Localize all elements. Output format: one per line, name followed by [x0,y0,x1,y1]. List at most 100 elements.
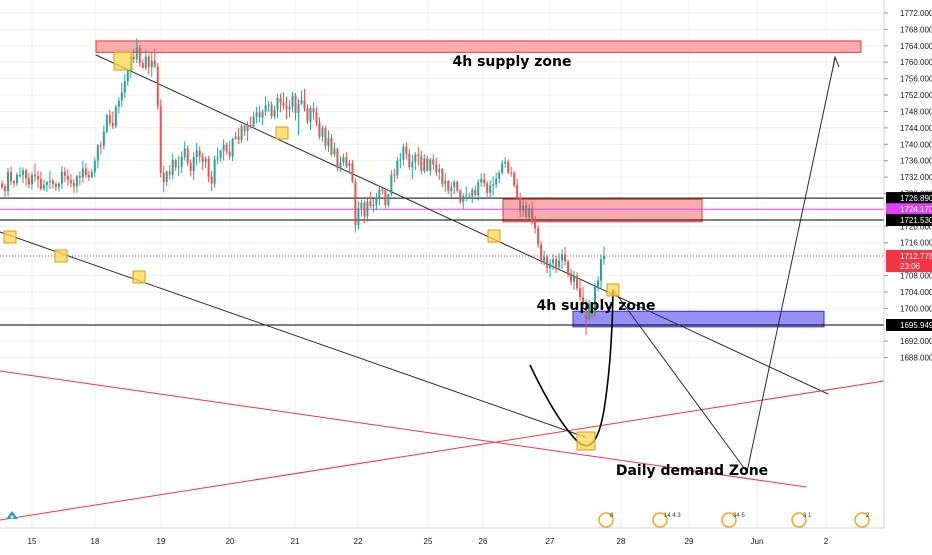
candle-body [225,144,228,152]
candle [189,159,192,177]
candle-body [93,160,96,173]
candle-body [372,204,375,206]
candle-body [99,145,102,147]
candle-body [324,127,327,146]
candle [591,303,594,320]
candle-body [531,208,534,221]
candle [105,113,108,134]
price-tag: 1712.778 [886,249,932,262]
candle-body [9,172,12,182]
candle [480,173,483,187]
candle-body [468,195,471,197]
candle-body [159,106,162,173]
candle-body [465,195,468,197]
candle [321,125,324,142]
candle [195,143,198,166]
candle-body [141,63,144,68]
candle-body [492,184,495,186]
candle-body [1,183,3,187]
candle [219,149,222,163]
candle [402,143,405,166]
candle-body [435,164,438,173]
candle-body [456,182,459,191]
candle-body [45,182,48,185]
candle [78,171,81,186]
candle-body [249,125,252,127]
candle [339,156,342,172]
event-icon: 34 5 [721,512,745,528]
candle [39,171,42,191]
candle-body [555,259,558,267]
candle-body [390,174,393,195]
price-tag: 23:06 [886,260,932,273]
candle [3,183,6,197]
candle [423,154,426,174]
candle-body [426,158,429,171]
candle [459,188,462,205]
candle [294,92,297,121]
x-tick-label: 2 [824,537,829,546]
candle [453,179,456,194]
y-tick-label: 1760.000 [900,58,932,67]
candle-body [480,179,483,183]
candle-body [579,288,582,298]
y-tick-label: 1752.000 [900,91,932,100]
candle-body [396,160,399,176]
candle-body [537,228,540,245]
candle-body [285,105,288,110]
candle-body [363,202,366,217]
grid [0,0,884,528]
candle [222,139,225,161]
candle [225,142,228,155]
candle-body [297,103,300,114]
y-tick-label: 1772.000 [900,9,932,18]
candle [234,131,237,140]
candle [84,162,87,178]
candle-body [345,156,348,167]
price-tag: 1724.170 [886,203,932,216]
candle-body [39,179,42,189]
candle-body [399,159,402,161]
candle [576,272,579,291]
event-label: 8 [610,513,614,519]
projection-down [613,290,748,473]
candle [471,187,474,203]
candle-body [561,254,564,261]
x-tick-label: 26 [479,537,488,546]
candle-body [42,184,45,189]
candle [120,82,123,107]
candle-body [210,176,213,184]
candle-body [459,190,462,202]
x-tick-label: 19 [157,537,166,546]
candle [528,203,531,220]
candle-body [138,47,141,64]
candle [30,171,33,190]
candle-body [474,189,477,196]
candle-body [591,304,594,316]
candle-body [96,145,99,161]
candle-body [516,185,519,198]
candle-body [585,303,588,320]
candle-body [72,183,75,187]
candle [96,143,99,169]
candle-body [528,208,531,217]
candle [552,253,555,270]
candle [465,186,468,202]
y-tick-label: 1720.000 [900,222,932,231]
candle [585,299,588,336]
candle-body [420,156,423,171]
y-tick-label: 1708.000 [900,272,932,281]
highlight-marker [606,283,620,297]
candle-body [276,97,279,110]
candle [555,255,558,274]
candle [462,193,465,210]
candle-body [447,180,450,192]
candle-body [507,161,510,173]
candle [525,200,528,219]
candle-body [489,185,492,193]
candle-body [132,56,135,59]
candle-body [135,47,138,59]
event-label: 3 1 [803,513,812,519]
